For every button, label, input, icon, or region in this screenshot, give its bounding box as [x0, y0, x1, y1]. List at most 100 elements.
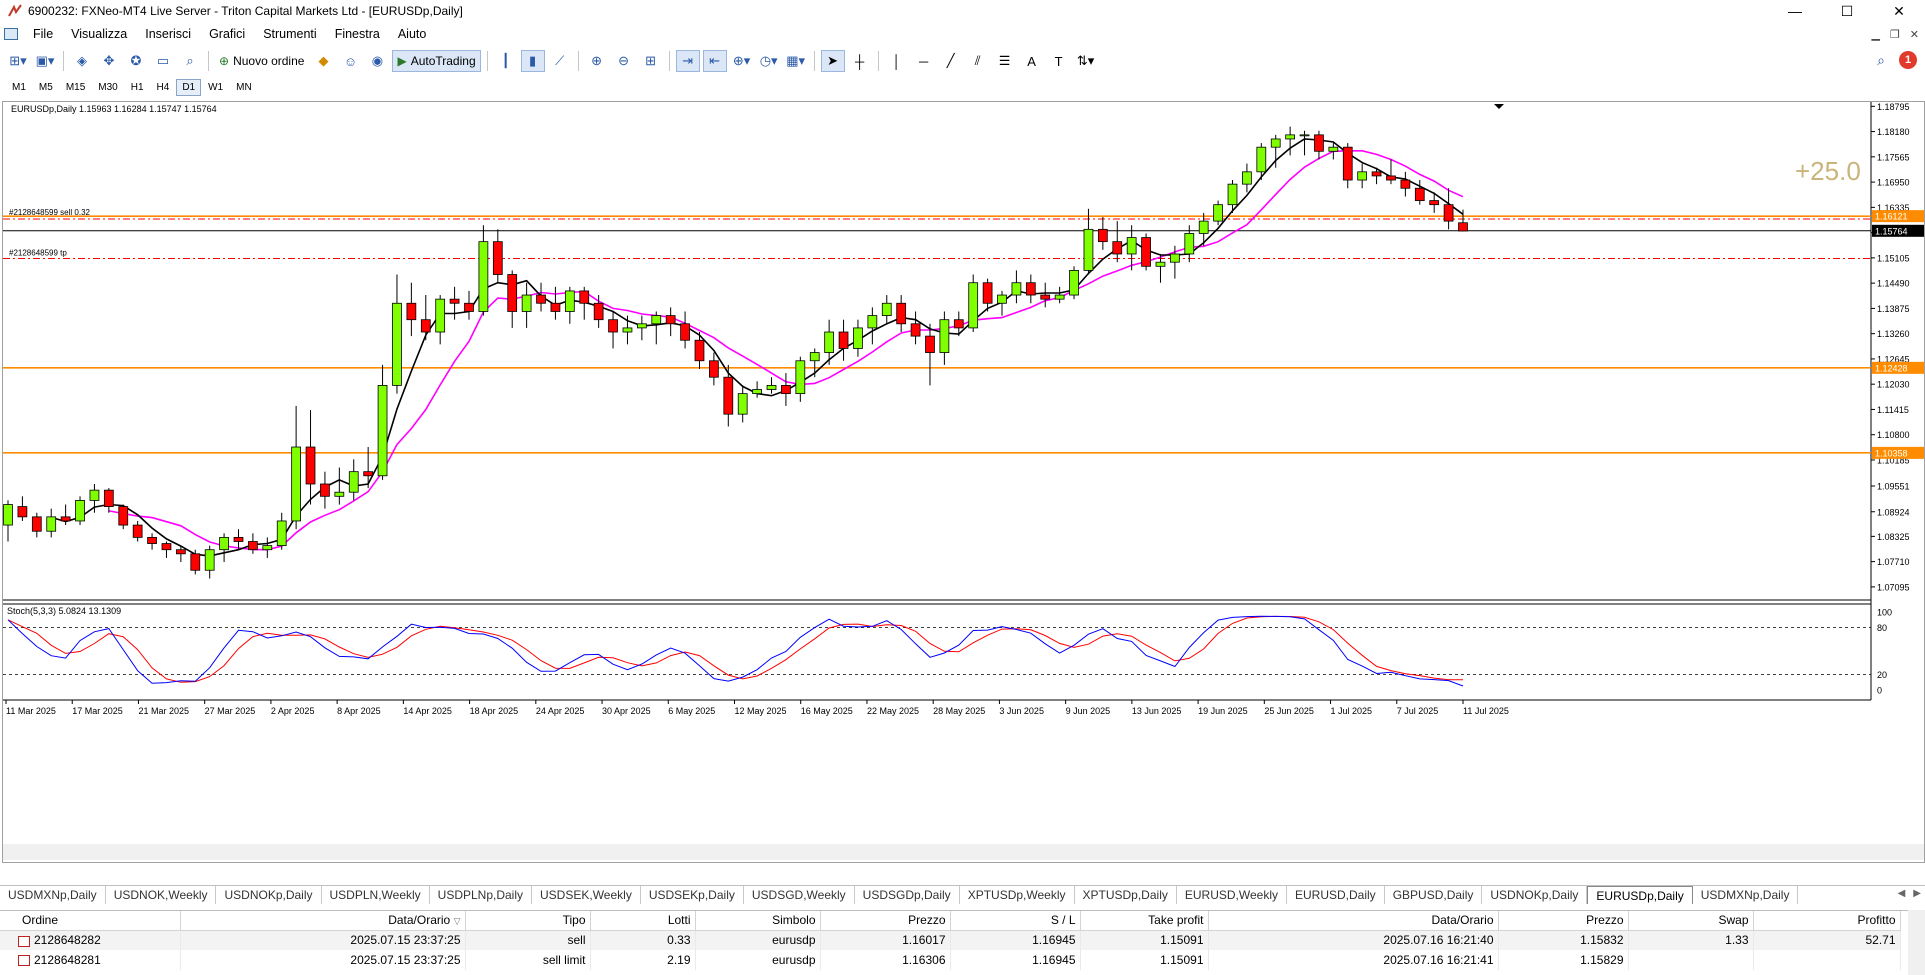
tf-h4[interactable]: H4	[156, 81, 170, 93]
tf-mn[interactable]: MN	[236, 81, 252, 93]
menu-charts[interactable]: Grafici	[209, 27, 246, 41]
x-tick-label: 13 Jun 2025	[1132, 706, 1182, 716]
autotrading-button[interactable]: ▶ AutoTrading	[392, 50, 481, 72]
metaeditor-icon[interactable]: ◆	[318, 53, 329, 68]
close-button[interactable]: ✕	[1893, 2, 1905, 19]
indicators-icon[interactable]: ⊕▾	[732, 53, 751, 68]
order-row[interactable]: 2128648282 2025.07.15 23:37:25 sell 0.33 eur…	[0, 930, 1901, 950]
trendline-icon[interactable]: ╱	[946, 53, 955, 68]
chart-tab[interactable]: USDMXNp,Daily	[1693, 886, 1799, 904]
zoom-in-icon[interactable]: ⊕	[591, 53, 603, 68]
menu-tools[interactable]: Strumenti	[263, 27, 317, 41]
navigator-icon[interactable]: ✥	[103, 53, 115, 68]
y-tick-label: 1.14490	[1877, 279, 1910, 289]
fibonacci-icon[interactable]: ☰	[998, 53, 1011, 68]
chart-tab[interactable]: XPTUSDp,Weekly	[960, 886, 1075, 904]
terminal-icon[interactable]: ▭	[156, 53, 170, 68]
auto-scroll-icon[interactable]: ⇥	[675, 50, 700, 72]
chart-tab[interactable]: USDNOKp,Daily	[216, 886, 322, 904]
orders-scrollbar[interactable]	[1908, 910, 1925, 975]
sl-order-label: #2128648599 sell 0.32	[9, 208, 91, 217]
menu-insert[interactable]: Inserisci	[145, 27, 192, 41]
chart-tab[interactable]: USDNOKp,Daily	[1482, 886, 1588, 904]
cursor-icon[interactable]: ➤	[820, 50, 845, 72]
new-chart-icon[interactable]: ⊞▾	[9, 53, 27, 68]
templates-icon[interactable]: ▦▾	[786, 53, 806, 68]
tf-w1[interactable]: W1	[208, 81, 224, 93]
col-current-price[interactable]: Prezzo	[1498, 911, 1629, 931]
chart-tab[interactable]: USDSGD,Weekly	[744, 886, 855, 904]
col-sl[interactable]: S / L	[950, 911, 1081, 931]
bar-chart-icon[interactable]: ┃	[501, 53, 510, 68]
tf-m15[interactable]: M15	[65, 81, 86, 93]
strategy-tester-icon[interactable]: ⌕	[186, 53, 194, 68]
tf-m1[interactable]: M1	[12, 81, 26, 93]
price-chart[interactable]: 1.18795 1.18180 1.17565 1.16950 1.16335 1.157…	[3, 102, 1924, 862]
periods-icon[interactable]: ◷▾	[759, 53, 778, 68]
zoom-out-icon[interactable]: ⊖	[618, 53, 630, 68]
col-order[interactable]: Ordine	[0, 911, 181, 931]
market-watch-icon[interactable]: ◈	[77, 53, 87, 68]
new-order-button[interactable]: ⊕ Nuovo ordine	[215, 50, 308, 72]
col-open-time[interactable]: Data/Orario ▽	[180, 911, 466, 931]
tf-d1[interactable]: D1	[176, 78, 202, 96]
menu-view[interactable]: Visualizza	[71, 27, 128, 41]
tab-scroll-right-icon[interactable]: ▶	[1913, 888, 1921, 899]
col-tp[interactable]: Take profit	[1080, 911, 1209, 931]
x-tick-label: 14 Apr 2025	[403, 706, 452, 716]
tf-h1[interactable]: H1	[130, 81, 144, 93]
col-swap[interactable]: Swap	[1628, 911, 1754, 931]
menu-help[interactable]: Aiuto	[397, 27, 427, 41]
mdi-close-icon[interactable]: ✕	[1909, 28, 1919, 41]
vertical-line-icon[interactable]: │	[892, 53, 901, 69]
chart-window[interactable]: 1.18795 1.18180 1.17565 1.16950 1.16335 1.157…	[2, 101, 1925, 863]
tf-m30[interactable]: M30	[98, 81, 118, 93]
tf-m5[interactable]: M5	[38, 81, 53, 93]
chart-tab[interactable]: GBPUSD,Daily	[1385, 886, 1483, 904]
maximize-button[interactable]: ☐	[1840, 2, 1854, 19]
chart-tab[interactable]: USDSEK,Weekly	[532, 886, 641, 904]
profiles-icon[interactable]: ▣▾	[35, 53, 55, 68]
mdi-restore-icon[interactable]: ❐	[1889, 28, 1900, 41]
chart-tab[interactable]: EURUSDp,Daily	[1587, 886, 1693, 904]
order-row[interactable]: 2128648281 2025.07.15 23:37:25 sell limit 2…	[0, 950, 1901, 970]
notification-badge[interactable]: 1	[1899, 51, 1917, 69]
tile-windows-icon[interactable]: ⊞	[645, 53, 657, 68]
menu-window[interactable]: Finestra	[334, 27, 380, 41]
horizontal-line-icon[interactable]: ─	[919, 53, 929, 69]
chart-tab[interactable]: USDPLN,Weekly	[322, 886, 430, 904]
menu-file[interactable]: File	[33, 27, 54, 41]
col-symbol[interactable]: Simbolo	[695, 911, 821, 931]
chart-shift-icon[interactable]: ⇤	[702, 50, 727, 72]
text-label-icon[interactable]: T	[1054, 53, 1063, 69]
col-lots[interactable]: Lotti	[590, 911, 696, 931]
col-type[interactable]: Tipo	[465, 911, 591, 931]
expert-signals-icon[interactable]: ☺	[343, 53, 358, 69]
equidistant-channel-icon[interactable]: ⫽	[974, 53, 981, 68]
crosshair-icon[interactable]: ┼	[855, 53, 865, 69]
col-current-time[interactable]: Data/Orario	[1208, 911, 1499, 931]
data-window-icon[interactable]: ✪	[130, 53, 142, 68]
chart-tab[interactable]: EURUSD,Daily	[1287, 886, 1385, 904]
chart-tab[interactable]: USDSGDp,Daily	[855, 886, 960, 904]
document-icon[interactable]	[4, 28, 18, 40]
minimize-button[interactable]: —	[1788, 3, 1802, 19]
col-price[interactable]: Prezzo	[820, 911, 951, 931]
candlestick-icon[interactable]: ▮	[520, 50, 545, 72]
text-icon[interactable]: A	[1027, 53, 1036, 69]
tab-scroll-left-icon[interactable]: ◀	[1897, 888, 1906, 899]
mql5-market-icon[interactable]: ◉	[371, 53, 384, 68]
chart-tab[interactable]: USDMXNp,Daily	[0, 886, 106, 904]
search-icon[interactable]: ⌕	[1877, 52, 1885, 68]
x-tick-label: 25 Jun 2025	[1264, 706, 1314, 716]
arrows-icon[interactable]: ⇅▾	[1076, 53, 1095, 68]
chart-tab[interactable]: USDPLNp,Daily	[430, 886, 533, 904]
mdi-minimize-icon[interactable]: ▁	[1871, 28, 1880, 41]
chart-tab[interactable]: USDNOK,Weekly	[106, 886, 217, 904]
toolbar-separator	[577, 51, 579, 71]
chart-tab[interactable]: USDSEKp,Daily	[641, 886, 744, 904]
chart-tab[interactable]: XPTUSDp,Daily	[1075, 886, 1177, 904]
line-chart-icon[interactable]: ⟋	[555, 53, 565, 68]
col-profit[interactable]: Profitto	[1753, 911, 1901, 931]
chart-tab[interactable]: EURUSD,Weekly	[1177, 886, 1287, 904]
